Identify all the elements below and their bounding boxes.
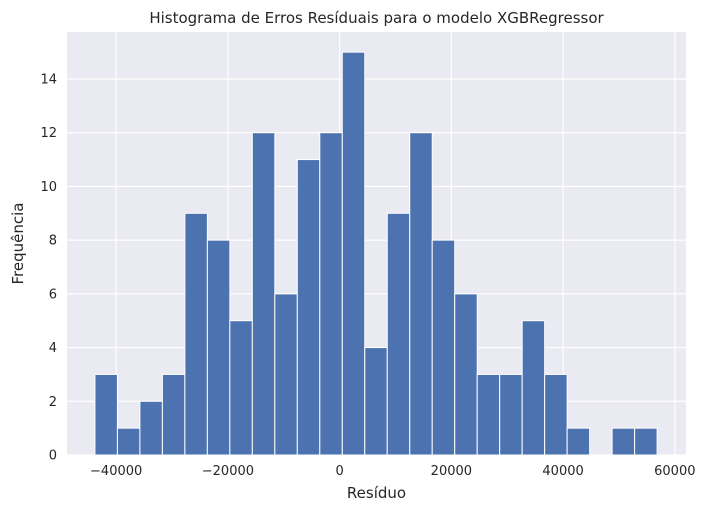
y-tick-label: 8 (49, 234, 57, 249)
histogram-bar (139, 400, 163, 456)
histogram-bar (544, 373, 568, 456)
histogram-bar (116, 427, 141, 456)
histogram-bar (161, 373, 186, 456)
histogram-bar (566, 427, 591, 456)
histogram-bar (319, 132, 343, 456)
y-tick-label: 0 (49, 449, 57, 464)
histogram-bar (611, 427, 636, 456)
histogram-bar (521, 320, 546, 456)
histogram-bar (94, 373, 118, 456)
histogram-bar (431, 239, 456, 456)
histogram-bar (364, 347, 388, 456)
histogram-bar (206, 239, 231, 456)
histogram-bar (229, 320, 253, 456)
y-tick-label: 2 (49, 395, 57, 410)
histogram-bar (251, 132, 276, 456)
histogram-bar (296, 159, 321, 456)
y-tick-label: 6 (49, 287, 57, 302)
y-tick-label: 4 (49, 341, 57, 356)
histogram-bar (409, 132, 433, 456)
histogram-bar (386, 212, 411, 456)
y-tick-labels: 0 2 4 6 8 10 12 14 (40, 73, 57, 464)
y-tick-label: 12 (40, 126, 57, 141)
bars-group (94, 51, 658, 456)
x-tick-label: 40000 (542, 464, 583, 479)
x-tick-label: 0 (335, 464, 343, 479)
x-tick-label: −40000 (90, 464, 142, 479)
chart-title: Histograma de Erros Resíduais para o mod… (149, 9, 604, 27)
histogram-bar (499, 373, 523, 456)
histogram-bar (184, 212, 208, 456)
histogram-bar (476, 373, 501, 456)
x-tick-label: −20000 (202, 464, 254, 479)
histogram-bar (341, 51, 366, 456)
y-axis-label: Frequência (9, 203, 27, 285)
y-tick-label: 14 (40, 73, 57, 88)
x-tick-labels: −40000 −20000 0 20000 40000 60000 (90, 464, 695, 479)
x-tick-label: 20000 (431, 464, 472, 479)
histogram-bar (274, 293, 298, 456)
y-tick-label: 10 (40, 180, 57, 195)
histogram-bar (634, 427, 658, 456)
x-tick-label: 60000 (654, 464, 695, 479)
x-axis-label: Resíduo (347, 484, 406, 502)
histogram-bar (454, 293, 478, 456)
